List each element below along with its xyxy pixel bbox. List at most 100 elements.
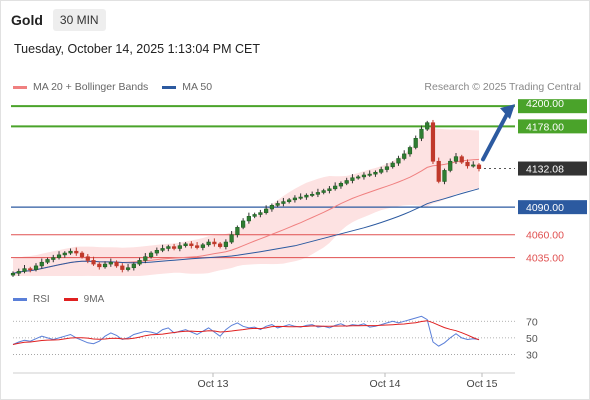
candle-body xyxy=(275,203,280,206)
candle-body xyxy=(154,249,159,254)
candle-body xyxy=(344,180,349,184)
candle-body xyxy=(384,166,390,170)
ma50-swatch-icon xyxy=(162,85,177,89)
candle-body xyxy=(402,153,407,159)
candle-body xyxy=(350,177,355,181)
candle-body xyxy=(430,122,436,162)
candle-body xyxy=(16,271,21,274)
level-label-bg-4090.00 xyxy=(518,200,587,215)
candle-body xyxy=(264,208,269,213)
bollinger-swatch-icon xyxy=(13,85,27,89)
candle-body xyxy=(143,256,148,261)
candle-body xyxy=(223,241,228,247)
candle-body xyxy=(269,205,274,210)
candle-body xyxy=(356,176,361,179)
candle-body xyxy=(333,185,338,190)
candle-body xyxy=(448,160,453,171)
candle-body xyxy=(22,268,27,272)
candle-body xyxy=(281,201,286,204)
level-label-4090.00: 4090.00 xyxy=(526,202,564,214)
legend-rsi-label: RSI xyxy=(33,294,50,305)
candle-body xyxy=(218,243,223,247)
candle-body xyxy=(131,263,136,269)
candle-body xyxy=(206,241,211,246)
x-tick-label-Oct 15: Oct 15 xyxy=(467,378,498,390)
level-labels: 4200.00 4178.00 4132.08 4090.00 4060.00 4035.… xyxy=(518,98,587,265)
level-label-4178.00: 4178.00 xyxy=(526,121,564,133)
rsi-level-label-50: 50 xyxy=(526,333,538,345)
candle-body xyxy=(425,122,430,130)
candle-body xyxy=(379,169,384,173)
rsi-9ma-line xyxy=(12,320,480,345)
candle-body xyxy=(120,265,125,270)
candle-body xyxy=(315,192,321,195)
candle-body xyxy=(465,161,470,167)
instrument-title: Gold xyxy=(11,12,43,28)
candle-body xyxy=(137,260,142,265)
candle-body xyxy=(212,241,217,245)
level-label-bg-4178.00 xyxy=(518,119,587,134)
candle-body xyxy=(453,156,459,162)
forecast-arrow xyxy=(481,104,515,162)
candle-body xyxy=(10,272,16,276)
moving-averages xyxy=(12,158,480,274)
candle-body xyxy=(321,190,326,193)
x-tick-label-Oct 13: Oct 13 xyxy=(198,378,229,390)
candle-body xyxy=(74,250,79,254)
candle-body xyxy=(436,160,441,182)
candle-body xyxy=(252,214,257,217)
legend-bollinger: MA 20 + Bollinger Bands xyxy=(13,81,148,93)
rsi-level-label-30: 30 xyxy=(526,349,538,361)
candle-body xyxy=(235,227,240,235)
candle-body xyxy=(327,188,332,191)
candle-body xyxy=(91,260,96,265)
candle-body xyxy=(304,194,309,198)
legend-ma50-label: MA 50 xyxy=(182,81,213,93)
level-label-4035.00: 4035.00 xyxy=(526,253,564,265)
candle-body xyxy=(102,263,108,268)
candle-body xyxy=(361,174,367,178)
candle-body xyxy=(183,243,188,247)
rsi-line xyxy=(12,315,480,347)
chart-legend: MA 20 + Bollinger Bands MA 50 xyxy=(13,81,226,93)
candle-body xyxy=(287,199,292,202)
chart-header: Gold 30 MIN xyxy=(11,9,106,31)
rsi-level-label-70: 70 xyxy=(526,316,538,328)
candle-body xyxy=(171,246,177,249)
candle-body xyxy=(85,256,90,261)
candle-body xyxy=(160,248,165,251)
candle-body xyxy=(413,138,418,148)
candle-body xyxy=(310,194,315,196)
level-label-bg-4200.00 xyxy=(518,99,587,114)
candle-body xyxy=(442,170,447,182)
candles xyxy=(10,119,482,277)
candle-body xyxy=(68,250,73,254)
legend-9ma: 9MA xyxy=(63,294,104,305)
candle-body xyxy=(56,254,62,258)
candle-body xyxy=(166,246,171,249)
candle-body xyxy=(194,245,200,248)
candle-body xyxy=(396,158,401,164)
candle-body xyxy=(108,261,113,265)
candle-body xyxy=(45,259,50,263)
candle-body xyxy=(241,220,246,228)
candle-body xyxy=(28,268,33,271)
rsi-swatch-icon xyxy=(13,298,27,301)
forecast-arrow-head-icon xyxy=(500,104,515,120)
rsi-panel: 70 50 30 xyxy=(12,315,538,361)
level-label-4200.00: 4200.00 xyxy=(526,98,564,110)
candle-body xyxy=(476,164,482,169)
candle-body xyxy=(97,263,102,268)
candle-body xyxy=(189,243,194,247)
candle-body xyxy=(125,267,131,270)
candle-body xyxy=(338,182,344,187)
candle-body xyxy=(258,212,263,215)
candle-body xyxy=(367,173,372,176)
candle-body xyxy=(246,216,251,222)
interval-selector[interactable]: 30 MIN xyxy=(52,9,106,31)
legend-bollinger-label: MA 20 + Bollinger Bands xyxy=(33,81,149,93)
candle-body xyxy=(62,252,67,256)
research-credit: Research © 2025 Trading Central xyxy=(424,81,581,93)
